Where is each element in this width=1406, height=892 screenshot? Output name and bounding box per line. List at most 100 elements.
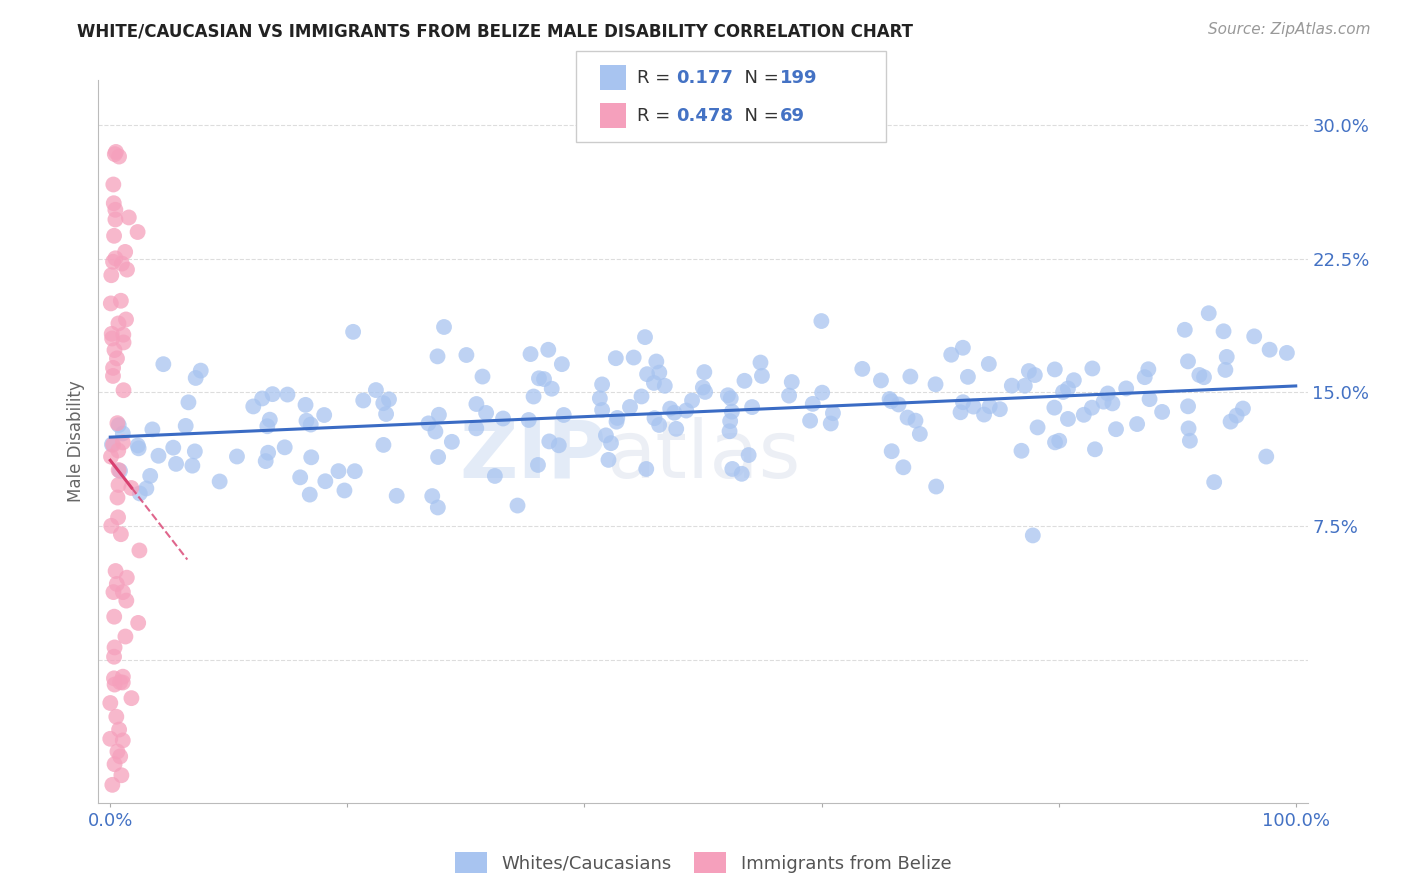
Point	[533, 372, 555, 386]
Point	[1105, 422, 1128, 436]
Point	[1057, 412, 1080, 426]
Point	[103, 649, 125, 664]
Point	[290, 470, 312, 484]
Text: 199: 199	[780, 69, 818, 87]
Point	[979, 399, 1001, 413]
Point	[1178, 434, 1201, 448]
Point	[898, 369, 921, 384]
Point	[112, 335, 135, 350]
Point	[333, 483, 356, 498]
Point	[801, 397, 824, 411]
Point	[115, 262, 138, 277]
Point	[820, 417, 842, 431]
Point	[952, 395, 974, 409]
Point	[299, 450, 322, 465]
Point	[527, 371, 550, 385]
Point	[101, 368, 124, 383]
Point	[973, 408, 995, 422]
Point	[107, 418, 129, 433]
Point	[1052, 384, 1074, 399]
Point	[475, 406, 498, 420]
Point	[184, 371, 207, 385]
Point	[605, 415, 627, 429]
Point	[780, 375, 803, 389]
Point	[720, 392, 742, 406]
Point	[1081, 401, 1104, 415]
Point	[591, 377, 613, 392]
Point	[956, 369, 979, 384]
Point	[128, 442, 150, 456]
Point	[105, 710, 128, 724]
Point	[111, 675, 134, 690]
Point	[675, 403, 697, 417]
Point	[644, 411, 666, 425]
Point	[298, 487, 321, 501]
Point	[1152, 405, 1174, 419]
Point	[426, 350, 449, 364]
Point	[941, 348, 963, 362]
Point	[643, 376, 665, 390]
Point	[418, 417, 440, 431]
Point	[120, 691, 142, 706]
Point	[659, 401, 682, 416]
Point	[98, 731, 121, 746]
Point	[226, 450, 249, 464]
Point	[108, 150, 131, 164]
Point	[1275, 346, 1298, 360]
Point	[1043, 401, 1066, 415]
Point	[465, 397, 488, 411]
Point	[100, 296, 122, 310]
Point	[420, 489, 443, 503]
Point	[851, 362, 873, 376]
Point	[101, 254, 124, 268]
Point	[190, 364, 212, 378]
Point	[1043, 435, 1066, 450]
Point	[734, 374, 756, 388]
Point	[373, 396, 395, 410]
Point	[104, 145, 127, 159]
Point	[880, 394, 903, 409]
Point	[107, 478, 129, 492]
Point	[342, 325, 364, 339]
Text: WHITE/CAUCASIAN VS IMMIGRANTS FROM BELIZE MALE DISABILITY CORRELATION CHART: WHITE/CAUCASIAN VS IMMIGRANTS FROM BELIZ…	[77, 22, 914, 40]
Point	[108, 723, 131, 737]
Point	[741, 400, 763, 414]
Point	[118, 211, 141, 225]
Point	[257, 446, 280, 460]
Point	[977, 357, 1000, 371]
Point	[1137, 362, 1160, 376]
Point	[605, 351, 627, 366]
Point	[104, 202, 127, 217]
Point	[1216, 350, 1239, 364]
Point	[1177, 421, 1199, 435]
Point	[1026, 420, 1049, 434]
Point	[471, 369, 494, 384]
Point	[619, 400, 641, 414]
Point	[100, 450, 122, 464]
Point	[1243, 329, 1265, 343]
Point	[378, 392, 401, 407]
Point	[242, 400, 264, 414]
Point	[104, 252, 127, 266]
Point	[127, 615, 149, 630]
Point	[328, 464, 350, 478]
Point	[107, 317, 129, 331]
Point	[962, 400, 984, 414]
Text: R =: R =	[637, 69, 676, 87]
Point	[589, 392, 612, 406]
Point	[1101, 396, 1123, 410]
Point	[105, 351, 128, 366]
Point	[598, 453, 620, 467]
Point	[100, 326, 122, 341]
Point	[114, 244, 136, 259]
Point	[527, 458, 550, 472]
Point	[352, 393, 374, 408]
Point	[107, 745, 129, 759]
Point	[128, 486, 150, 500]
Point	[1256, 450, 1278, 464]
Point	[107, 443, 129, 458]
Point	[107, 491, 129, 505]
Point	[177, 395, 200, 409]
Point	[1215, 363, 1237, 377]
Point	[101, 437, 124, 451]
